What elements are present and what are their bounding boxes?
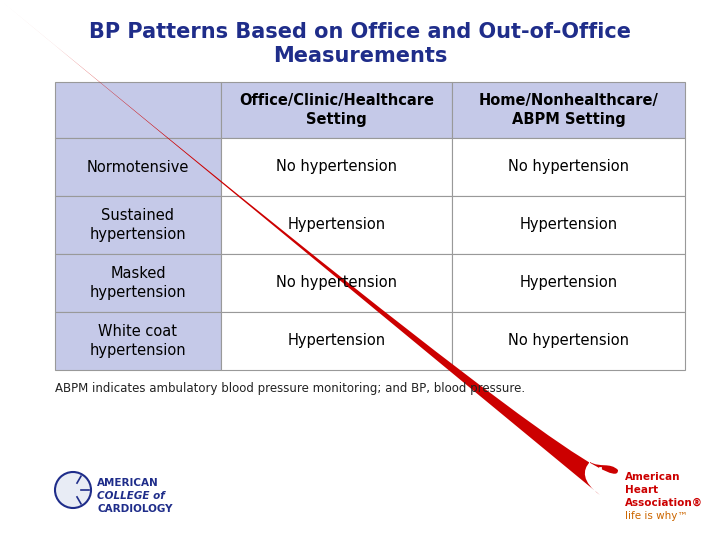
Text: Heart: Heart <box>625 485 658 495</box>
Bar <box>55 312 221 370</box>
Text: Home/Nonhealthcare/
ABPM Setting: Home/Nonhealthcare/ ABPM Setting <box>479 93 658 127</box>
Bar <box>221 254 452 312</box>
Text: Hypertension: Hypertension <box>519 275 618 291</box>
Bar <box>55 254 221 312</box>
Bar <box>452 138 685 196</box>
Text: Masked
hypertension: Masked hypertension <box>90 266 186 300</box>
Text: American: American <box>625 472 680 482</box>
Bar <box>452 196 685 254</box>
Text: life is why™: life is why™ <box>625 511 688 521</box>
Bar <box>221 138 452 196</box>
Text: AMERICAN: AMERICAN <box>97 478 158 488</box>
Text: No hypertension: No hypertension <box>508 159 629 174</box>
Bar <box>221 196 452 254</box>
Bar <box>55 196 221 254</box>
Bar <box>221 82 452 138</box>
Text: COLLEGE of: COLLEGE of <box>97 491 165 501</box>
Text: White coat
hypertension: White coat hypertension <box>90 324 186 358</box>
Text: Measurements: Measurements <box>273 46 447 66</box>
Text: ABPM indicates ambulatory blood pressure monitoring; and BP, blood pressure.: ABPM indicates ambulatory blood pressure… <box>55 382 525 395</box>
Bar <box>452 254 685 312</box>
Text: Hypertension: Hypertension <box>519 218 618 233</box>
Bar <box>55 138 221 196</box>
Text: Sustained
hypertension: Sustained hypertension <box>90 208 186 242</box>
Bar <box>221 312 452 370</box>
Text: No hypertension: No hypertension <box>508 334 629 348</box>
Text: BP Patterns Based on Office and Out-of-Office: BP Patterns Based on Office and Out-of-O… <box>89 22 631 42</box>
Text: Hypertension: Hypertension <box>287 334 386 348</box>
PathPatch shape <box>0 462 618 540</box>
Bar <box>55 82 221 138</box>
Circle shape <box>55 472 91 508</box>
Text: No hypertension: No hypertension <box>276 159 397 174</box>
Bar <box>452 82 685 138</box>
Bar <box>452 312 685 370</box>
Text: CARDIOLOGY: CARDIOLOGY <box>97 504 173 514</box>
Text: Normotensive: Normotensive <box>87 159 189 174</box>
Text: Office/Clinic/Healthcare
Setting: Office/Clinic/Healthcare Setting <box>239 93 434 127</box>
Text: Hypertension: Hypertension <box>287 218 386 233</box>
Text: No hypertension: No hypertension <box>276 275 397 291</box>
Text: Association®: Association® <box>625 498 703 508</box>
